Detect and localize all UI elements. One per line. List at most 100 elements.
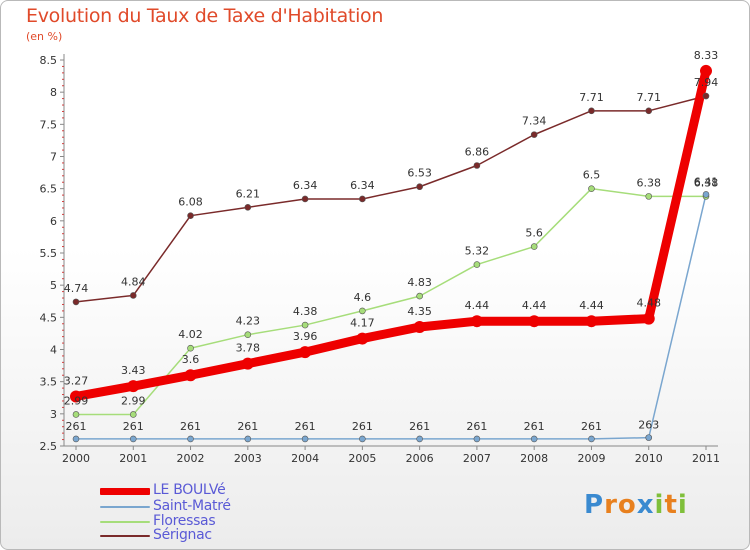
y-tick-label: 8 (50, 86, 57, 99)
data-label: 6.5 (583, 169, 601, 182)
data-point (129, 435, 137, 443)
data-label: 261 (123, 420, 144, 433)
data-label: 4.17 (350, 317, 375, 330)
data-label: 4.23 (236, 315, 261, 328)
data-point (356, 332, 369, 345)
data-point (244, 435, 252, 443)
data-label: 7.34 (522, 115, 547, 128)
y-tick-label: 7 (50, 151, 57, 164)
legend-swatch (100, 488, 150, 495)
y-tick-label: 8.5 (40, 54, 58, 67)
y-tick-label: 3.5 (40, 376, 58, 389)
data-point (473, 435, 481, 443)
proxiti-logo: Proxiti (584, 490, 688, 520)
data-label: 261 (581, 420, 602, 433)
y-tick-label: 6 (50, 215, 57, 228)
legend-label: Floressas (153, 513, 216, 529)
data-label: 6.08 (178, 196, 203, 209)
data-label: 6.41 (694, 175, 719, 188)
data-point (127, 380, 140, 393)
data-point (72, 435, 80, 443)
logo-letter: r (604, 490, 618, 520)
data-label: 261 (180, 420, 201, 433)
data-label: 261 (466, 420, 487, 433)
legend-swatch (100, 535, 150, 537)
data-point (301, 321, 309, 329)
legend-item-le-boulve: LE BOULVé (100, 482, 300, 498)
data-point (530, 131, 538, 138)
data-point (187, 435, 194, 443)
data-point (645, 107, 653, 115)
data-point (700, 64, 712, 77)
data-label: 261 (409, 420, 430, 433)
data-label: 4.35 (407, 305, 432, 318)
data-label: 3.78 (236, 342, 261, 355)
x-tick-label: 2006 (406, 452, 434, 465)
data-label: 6.21 (236, 187, 261, 200)
series-line (75, 187, 707, 416)
series-lines (71, 66, 711, 440)
logo-letter: x (636, 490, 655, 520)
y-tick-label: 4 (50, 344, 57, 357)
data-label: 6.53 (407, 167, 432, 180)
x-tick-label: 2007 (463, 452, 491, 465)
y-tick-label: 4.5 (40, 311, 58, 324)
data-label: 261 (352, 420, 373, 433)
data-point (70, 390, 82, 403)
x-tick-label: 2002 (177, 452, 205, 465)
data-label: 4.44 (522, 299, 547, 312)
logo-letter: i (654, 490, 665, 520)
data-label: 7.94 (694, 76, 719, 89)
data-label: 4.74 (64, 282, 89, 295)
data-label: 4.38 (293, 305, 318, 318)
series-line (71, 66, 711, 401)
data-label: 4.44 (465, 299, 490, 312)
legend-label: Sérignac (153, 527, 212, 543)
data-point (530, 435, 538, 443)
chart-subtitle: (en %) (26, 30, 63, 43)
data-point (129, 411, 137, 418)
data-label: 5.6 (525, 227, 543, 240)
data-point (359, 307, 366, 315)
data-label: 6.86 (465, 146, 490, 159)
legend-label: Saint-Matré (153, 498, 231, 514)
data-labels: 3.27 3.43 3.6 3.78 3.96 4.17 4.35 4.44 4.44 4.44 4… (64, 49, 719, 433)
data-label: 4.02 (178, 328, 203, 341)
x-tick-label: 2008 (520, 452, 548, 465)
data-label: 261 (237, 420, 258, 433)
data-label: 3.6 (182, 353, 200, 366)
data-point (473, 261, 481, 268)
data-point (416, 183, 423, 191)
data-point (645, 434, 653, 441)
legend-swatch (100, 506, 150, 508)
data-point (299, 346, 312, 359)
data-point (416, 435, 423, 443)
x-tick-label: 2001 (119, 452, 147, 465)
data-point (359, 195, 366, 203)
data-label: 7.71 (579, 91, 604, 104)
data-point (413, 320, 426, 333)
series-line (75, 193, 707, 440)
data-point (187, 344, 194, 352)
data-point (585, 315, 598, 328)
y-tick-label: 7.5 (40, 118, 58, 131)
x-tick-label: 2000 (62, 452, 90, 465)
data-point (72, 298, 80, 306)
data-point (702, 92, 710, 100)
data-label: 4.44 (579, 299, 604, 312)
legend-item-floressas: Floressas (100, 513, 300, 529)
data-label: 4.84 (121, 275, 146, 288)
x-tick-label: 2011 (692, 452, 720, 465)
data-point (187, 212, 194, 219)
series-points (70, 64, 712, 443)
data-label: 6.34 (293, 179, 318, 192)
data-label: 6.34 (350, 179, 375, 192)
x-tick-label: 2003 (234, 452, 262, 465)
y-tick-label: 2.5 (40, 440, 58, 453)
data-label: 6.38 (694, 176, 719, 189)
data-point (470, 315, 483, 328)
legend-label: LE BOULVé (153, 482, 226, 498)
data-label: 5.32 (465, 245, 490, 258)
data-label: 8.33 (694, 49, 719, 62)
data-label: 261 (524, 420, 545, 433)
